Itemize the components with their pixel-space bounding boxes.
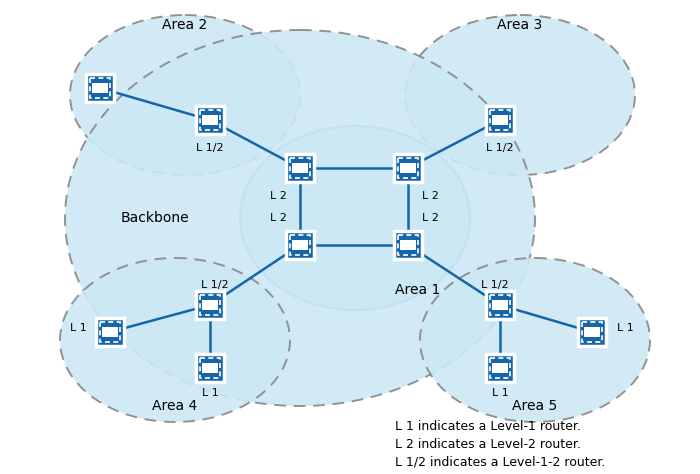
Text: L 1/2 indicates a Level-1-2 router.: L 1/2 indicates a Level-1-2 router. — [395, 456, 606, 468]
FancyBboxPatch shape — [200, 295, 220, 315]
FancyBboxPatch shape — [286, 231, 314, 259]
Ellipse shape — [70, 15, 300, 175]
Text: Area 1: Area 1 — [395, 283, 441, 297]
FancyBboxPatch shape — [102, 327, 118, 337]
FancyBboxPatch shape — [394, 231, 422, 259]
Text: Area 3: Area 3 — [498, 18, 542, 32]
FancyBboxPatch shape — [100, 322, 120, 342]
Ellipse shape — [420, 258, 650, 422]
Text: Area 4: Area 4 — [153, 399, 197, 413]
Ellipse shape — [60, 258, 290, 422]
Text: L 1/2: L 1/2 — [201, 280, 229, 290]
FancyBboxPatch shape — [578, 318, 606, 346]
Ellipse shape — [240, 126, 470, 310]
FancyBboxPatch shape — [290, 235, 310, 255]
FancyBboxPatch shape — [286, 154, 314, 182]
FancyBboxPatch shape — [486, 106, 514, 134]
FancyBboxPatch shape — [196, 291, 224, 319]
FancyBboxPatch shape — [293, 163, 308, 173]
Text: L 1: L 1 — [617, 323, 634, 333]
FancyBboxPatch shape — [400, 163, 416, 173]
FancyBboxPatch shape — [92, 83, 108, 93]
Text: L 1: L 1 — [69, 323, 86, 333]
FancyBboxPatch shape — [86, 74, 114, 102]
FancyBboxPatch shape — [202, 115, 218, 125]
Text: L 1/2: L 1/2 — [481, 280, 509, 290]
Text: L 1/2: L 1/2 — [486, 143, 514, 153]
FancyBboxPatch shape — [492, 115, 508, 125]
Text: L 2: L 2 — [421, 191, 438, 201]
Text: Backbone: Backbone — [120, 211, 189, 225]
Text: L 2: L 2 — [270, 213, 286, 223]
FancyBboxPatch shape — [398, 235, 418, 255]
Text: L 2 indicates a Level-2 router.: L 2 indicates a Level-2 router. — [395, 438, 581, 450]
Text: Area 5: Area 5 — [512, 399, 558, 413]
FancyBboxPatch shape — [202, 363, 218, 373]
FancyBboxPatch shape — [293, 240, 308, 250]
Text: Area 2: Area 2 — [162, 18, 208, 32]
FancyBboxPatch shape — [486, 354, 514, 382]
FancyBboxPatch shape — [584, 327, 600, 337]
Ellipse shape — [405, 15, 635, 175]
FancyBboxPatch shape — [582, 322, 602, 342]
FancyBboxPatch shape — [492, 300, 508, 310]
Text: L 1/2: L 1/2 — [196, 143, 224, 153]
Text: L 1: L 1 — [202, 388, 218, 398]
Text: L 1: L 1 — [491, 388, 508, 398]
FancyBboxPatch shape — [394, 154, 422, 182]
FancyBboxPatch shape — [90, 78, 110, 98]
Text: L 1 indicates a Level-1 router.: L 1 indicates a Level-1 router. — [395, 419, 581, 432]
FancyBboxPatch shape — [200, 110, 220, 130]
FancyBboxPatch shape — [290, 158, 310, 178]
FancyBboxPatch shape — [196, 106, 224, 134]
FancyBboxPatch shape — [490, 110, 510, 130]
FancyBboxPatch shape — [398, 158, 418, 178]
FancyBboxPatch shape — [486, 291, 514, 319]
FancyBboxPatch shape — [196, 354, 224, 382]
Text: L 2: L 2 — [421, 213, 438, 223]
FancyBboxPatch shape — [490, 358, 510, 378]
Text: L 2: L 2 — [270, 191, 286, 201]
FancyBboxPatch shape — [202, 300, 218, 310]
FancyBboxPatch shape — [490, 295, 510, 315]
FancyBboxPatch shape — [200, 358, 220, 378]
FancyBboxPatch shape — [400, 240, 416, 250]
FancyBboxPatch shape — [492, 363, 508, 373]
FancyBboxPatch shape — [96, 318, 124, 346]
Ellipse shape — [65, 30, 535, 406]
